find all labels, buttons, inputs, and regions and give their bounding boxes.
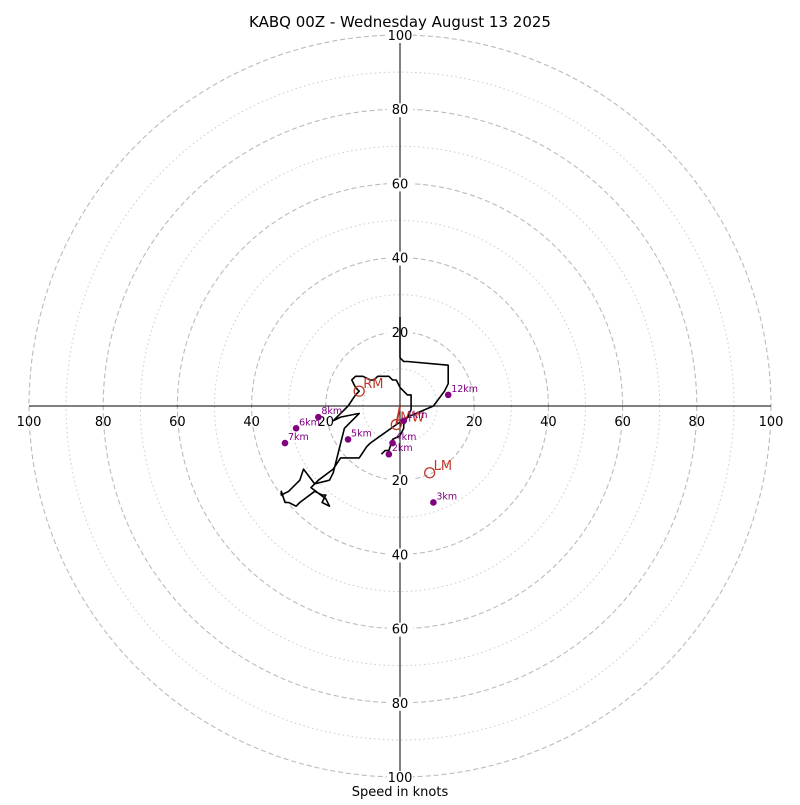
- y-tick-bottom-80: 80: [392, 697, 409, 712]
- y-tick-bg-top-40: [387, 251, 413, 266]
- x-tick-left-40: 40: [243, 415, 260, 430]
- y-tick-top-100: 100: [388, 29, 413, 44]
- height-marker-12km: [444, 391, 452, 399]
- x-tick-right-20: 20: [466, 415, 483, 430]
- x-tick-left-20: 20: [318, 415, 335, 430]
- height-label-1km: 1km: [407, 410, 428, 421]
- y-tick-bg-top-80: [387, 103, 413, 118]
- height-label-7km: 7km: [288, 432, 309, 443]
- height-label-12km: 12km: [451, 384, 478, 395]
- y-tick-bg-bottom-60: [387, 622, 413, 637]
- height-marker-4km: [389, 439, 396, 447]
- hodograph-trace: [280, 317, 450, 508]
- x-tick-right-80: 80: [689, 415, 706, 430]
- x-tick-right-100: 100: [759, 415, 784, 430]
- y-tick-bottom-40: 40: [392, 548, 409, 563]
- y-tick-bottom-100: 100: [388, 771, 413, 786]
- height-label-5km: 5km: [351, 428, 372, 439]
- x-tick-left-100: 100: [17, 415, 42, 430]
- y-tick-bg-top-100: [387, 29, 413, 43]
- y-tick-bottom-60: 60: [392, 623, 409, 638]
- y-tick-bg-bottom-20: [387, 474, 413, 489]
- y-tick-bg-bottom-100: [387, 771, 413, 785]
- chart-title: KABQ 00Z - Wednesday August 13 2025: [249, 13, 551, 31]
- height-marker-6km: [292, 424, 300, 432]
- y-tick-bg-bottom-80: [387, 696, 413, 711]
- y-tick-top-40: 40: [392, 252, 409, 267]
- storm-marker-lm: [424, 467, 436, 479]
- storm-marker-rm: [353, 385, 365, 397]
- height-marker-7km: [281, 439, 289, 447]
- height-marker-8km: [315, 413, 322, 421]
- hodograph-line: [280, 317, 450, 508]
- height-label-4km: 4km: [396, 432, 417, 443]
- height-label-3km: 3km: [436, 491, 457, 502]
- height-marker-3km: [430, 499, 437, 506]
- height-markers: 1km 2km 3km 4km 5km 6km 7km 8km 12km: [281, 384, 478, 506]
- height-label-2km: 2km: [392, 443, 413, 454]
- height-marker-5km: [344, 436, 352, 443]
- height-marker-2km: [385, 450, 393, 458]
- y-tick-top-60: 60: [392, 177, 409, 192]
- tick-labels: 100 80 60 40 20 20 40 60 80 100100806040202040608…: [17, 29, 784, 786]
- x-tick-right-40: 40: [540, 415, 557, 430]
- storm-marker-mw: [390, 418, 402, 431]
- mean-wind-vector: [395, 405, 401, 425]
- y-tick-bg-top-60: [387, 177, 413, 192]
- x-tick-left-80: 80: [95, 415, 112, 430]
- x-tick-left-60: 60: [169, 415, 186, 430]
- height-label-8km: 8km: [321, 406, 342, 417]
- y-tick-bg-bottom-40: [387, 548, 413, 563]
- y-tick-top-80: 80: [392, 103, 409, 118]
- height-marker-1km: [400, 417, 408, 425]
- height-label-6km: 6km: [299, 417, 320, 428]
- x-tick-right-60: 60: [614, 415, 631, 430]
- x-axis-label: Speed in knots: [352, 785, 449, 800]
- storm-label-rm: RM: [363, 377, 383, 392]
- y-tick-bottom-20: 20: [392, 474, 409, 489]
- storm-label-lm: LM: [434, 459, 452, 474]
